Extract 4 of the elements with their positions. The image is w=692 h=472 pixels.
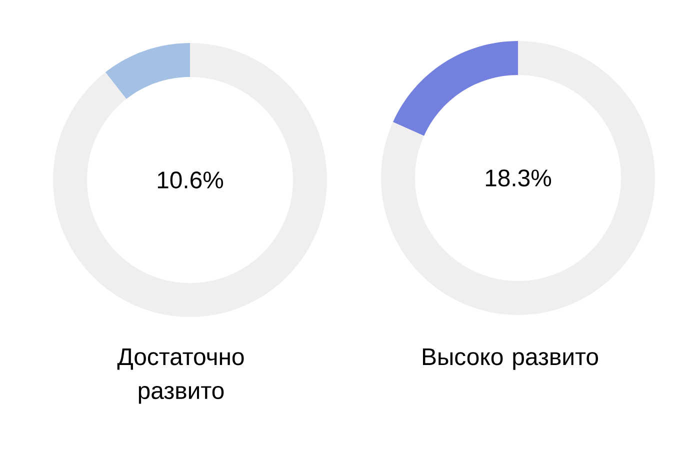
text: 18.3% [486,170,552,186]
text: 10.6% [158,172,224,188]
text: Высоко развито [422,348,598,370]
text: Достаточно развито [117,348,244,404]
